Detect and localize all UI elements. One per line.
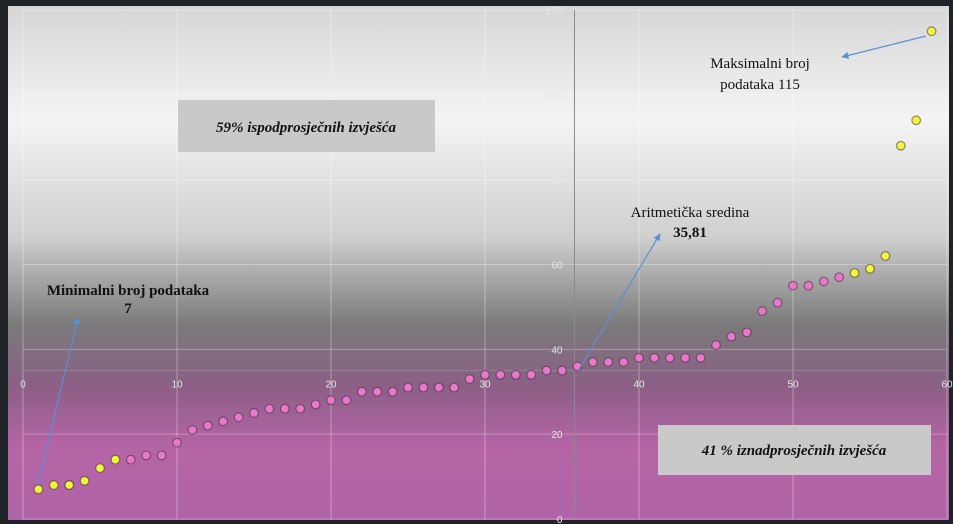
data-points [33,26,937,495]
data-point [449,382,460,393]
x-tick-label: 50 [787,380,799,391]
y-tick-label: 20 [551,430,563,441]
data-point [741,327,752,338]
data-point [911,115,922,126]
data-point [880,251,891,261]
gridlines [22,9,948,520]
data-point [433,382,444,393]
data-point [156,450,167,461]
data-point [895,140,906,151]
data-point [695,352,706,363]
data-point [125,454,136,465]
mean-label-line2: 35,81 [673,225,707,241]
y-tick-label: 40 [551,345,563,356]
x-tick-label: 20 [325,380,337,391]
data-point [680,352,691,363]
tick-labels: 0 10 20 30 40 50 60 0 20 40 60 80 100 120 [20,6,953,524]
data-point [541,365,552,376]
x-tick-label: 0 [20,380,26,391]
data-point [818,276,829,287]
data-point [834,272,845,283]
data-point [757,306,768,317]
y-tick-label: 120 [546,6,563,17]
data-point [803,280,814,291]
data-point [926,26,937,37]
data-point [64,480,75,490]
x-tick-label: 40 [633,380,645,391]
data-point [634,352,644,363]
data-point [418,382,429,393]
min-arrow [37,317,80,485]
data-point [279,403,290,414]
data-point [664,352,675,363]
data-point [326,395,336,406]
y-tick-label: 100 [546,91,563,102]
below-average-box [178,100,435,152]
data-point [865,263,875,274]
data-point [510,369,521,380]
data-point [603,357,614,367]
min-label-line1: Minimalni broj podataka [47,283,210,299]
y-tick-label: 0 [557,515,563,524]
data-point [218,416,229,427]
data-point [295,403,306,414]
y-tick-label: 60 [551,261,563,272]
y-tick-label: 80 [551,176,563,187]
data-point [33,484,44,495]
data-point [849,268,860,278]
data-point [79,475,90,486]
data-point [649,352,660,363]
data-point [141,450,152,461]
x-tick-label: 10 [171,380,183,391]
x-tick-label: 60 [941,380,953,391]
mean-arrow [577,233,661,372]
data-point [341,395,352,406]
above-average-box [658,425,931,475]
data-point [587,357,598,367]
data-point [618,357,629,367]
data-point [48,480,59,490]
x-tick-label: 30 [479,380,491,391]
min-label-line2: 7 [124,301,132,317]
data-point [372,386,383,397]
data-point [557,365,567,376]
data-point [495,369,506,380]
data-point [526,369,537,380]
data-point [464,374,475,384]
data-point [726,331,737,342]
mean-label-line1: Aritmetička sredina [631,205,750,221]
data-point [310,399,321,410]
data-point [264,403,275,414]
data-point [202,420,213,431]
data-point [95,463,105,474]
data-point [387,386,398,397]
max-label-line1: Maksimalni broj [710,56,810,72]
data-point [403,382,413,393]
data-point [711,340,721,350]
data-point [356,386,367,397]
max-label-line2: podataka 115 [720,77,800,93]
data-point [110,454,121,465]
data-point [187,425,198,435]
data-point [788,280,798,291]
above-average-label: 41 % iznadprosječnih izvješća [701,443,887,459]
data-point [172,437,182,448]
below-average-label: 59% ispodprosječnih izvješća [216,120,396,136]
data-point [772,297,783,308]
data-point [233,412,244,423]
data-point [480,369,490,380]
max-arrow [841,35,927,59]
data-point [249,408,259,418]
